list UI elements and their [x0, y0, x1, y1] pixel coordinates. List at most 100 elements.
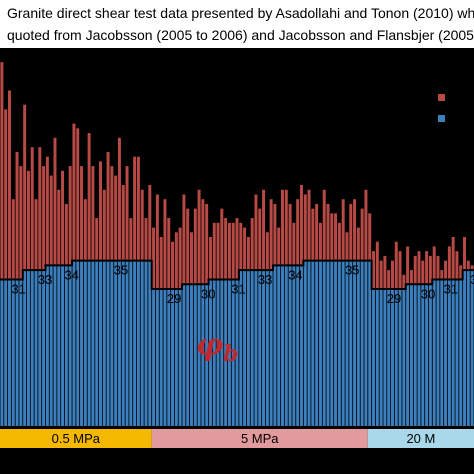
bar-basic [11, 279, 15, 426]
bar-excess [440, 270, 444, 280]
bar-basic [57, 265, 61, 426]
normal-stress-segment [151, 429, 368, 448]
bar-excess [186, 208, 190, 285]
bar-excess [64, 203, 68, 266]
bar-basic [45, 265, 49, 426]
inline-phi-value: 33 [258, 272, 272, 287]
normal-stress-segments: 0.5 MPa 5 MPa 20 M [0, 429, 474, 448]
bar-basic [72, 260, 76, 427]
bar-basic [390, 288, 394, 426]
bar-excess [421, 260, 425, 285]
bar-basic [398, 288, 402, 426]
inline-phi-value: 30 [421, 286, 435, 301]
bar-excess [326, 203, 330, 261]
normal-stress-segment [0, 429, 152, 448]
bar-excess [387, 270, 391, 289]
bar-basic [425, 284, 429, 426]
normal-stress-label: 5 MPa [241, 431, 279, 446]
bar-basic [114, 260, 118, 427]
bar-excess [38, 147, 42, 271]
bar-excess [284, 189, 288, 266]
bar-basic [288, 265, 292, 426]
bar-basic [269, 270, 273, 426]
bar-basic [186, 284, 190, 426]
bar-basic [117, 260, 121, 427]
bar-excess [95, 218, 99, 261]
bar-excess [140, 189, 144, 261]
bar-excess [227, 222, 231, 280]
bar-basic [307, 260, 311, 427]
bar-basic [459, 279, 463, 426]
phi-subscript: b [223, 341, 238, 367]
bar-excess [76, 128, 80, 261]
bar-excess [315, 203, 319, 261]
bar-basic [171, 288, 175, 426]
inline-phi-value: 31 [11, 282, 25, 297]
bar-basic [387, 288, 391, 426]
inline-phi-value: 34 [288, 267, 302, 282]
bar-excess [334, 213, 338, 261]
bar-excess [254, 194, 258, 271]
bar-excess [311, 208, 315, 261]
bar-excess [390, 260, 394, 289]
bar-basic [421, 284, 425, 426]
bar-excess [49, 175, 53, 266]
bar-basic [87, 260, 91, 427]
bar-basic [345, 260, 349, 427]
bar-basic [212, 279, 216, 426]
bar-excess [205, 203, 209, 285]
bar-basic [190, 284, 193, 426]
bar-basic [341, 260, 345, 427]
bar-basic [383, 288, 387, 426]
bar-basic [409, 284, 413, 426]
bar-basic [364, 260, 368, 427]
bar-excess [171, 241, 175, 289]
bar-excess [246, 237, 250, 271]
bar-excess [133, 156, 137, 261]
bar-excess [216, 222, 220, 280]
bar-basic [262, 270, 266, 426]
bar-basic [208, 279, 212, 426]
bar-excess [428, 255, 432, 285]
bar-basic [227, 279, 231, 426]
bar-excess [68, 166, 72, 266]
inline-phi-value: 30 [201, 286, 215, 301]
bar-basic [353, 260, 357, 427]
bar-basic [61, 265, 65, 426]
bar-basic [167, 288, 171, 426]
bar-basic [466, 270, 470, 426]
bar-basic [193, 284, 197, 426]
bar-excess [436, 255, 440, 280]
chart-title: Granite direct shear test data presented… [0, 0, 474, 48]
bar-excess [110, 166, 114, 261]
bar-excess [235, 218, 239, 280]
bar-excess [167, 218, 171, 289]
bar-basic [265, 270, 269, 426]
bar-basic [129, 260, 133, 427]
bar-excess [451, 237, 455, 280]
bar-basic [95, 260, 99, 427]
bar-basic [102, 260, 106, 427]
bar-excess [121, 185, 125, 261]
bars-layer [0, 62, 474, 427]
bar-basic [197, 284, 201, 426]
bar-excess [80, 166, 84, 261]
bar-basic [182, 284, 186, 426]
inline-phi-value: 29 [167, 291, 181, 306]
bar-excess [190, 232, 193, 285]
bar-excess [383, 255, 387, 289]
bar-basic [470, 270, 474, 426]
bar-basic [444, 279, 448, 426]
bar-basic [83, 260, 87, 427]
bar-excess [61, 170, 65, 266]
bar-excess [398, 251, 402, 289]
inline-phi-value: 33 [38, 272, 52, 287]
normal-stress-segment [367, 429, 474, 448]
bar-basic [284, 265, 288, 426]
bar-basic [243, 270, 247, 426]
bar-excess [8, 90, 11, 280]
legend-swatch-basic [438, 115, 445, 122]
bar-excess [337, 222, 341, 261]
bar-excess [455, 251, 459, 280]
bar-basic [121, 260, 125, 427]
